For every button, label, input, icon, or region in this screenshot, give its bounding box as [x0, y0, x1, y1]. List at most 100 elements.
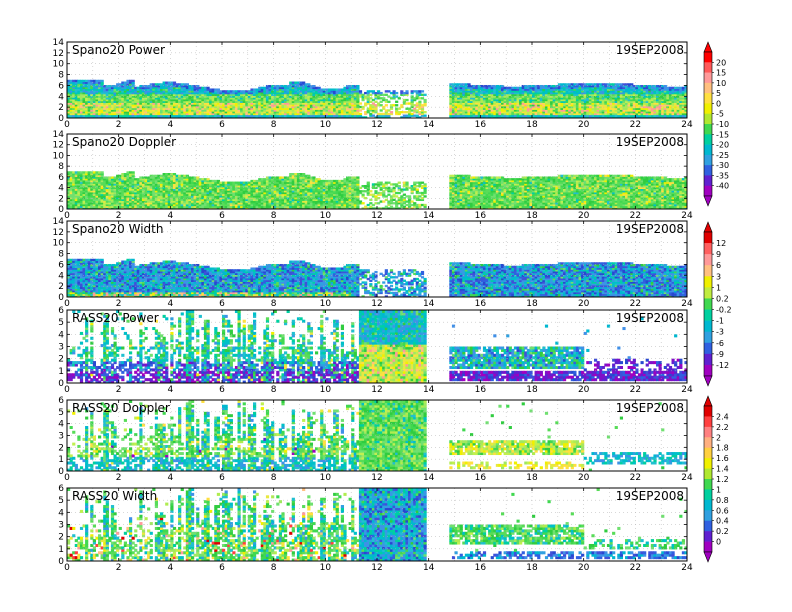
heatmap-cells-6 — [67, 488, 687, 561]
colorbar-label: 0.2 — [716, 527, 729, 536]
y-tick-label: 12 — [53, 228, 64, 238]
colorbar-swatch — [704, 154, 712, 166]
y-tick-label: 8 — [58, 162, 64, 172]
panel-title: Spano20 Width — [72, 222, 163, 236]
colorbar-arrow-top — [703, 41, 713, 53]
colorbar-swatch — [704, 479, 712, 490]
x-tick-label: 12 — [371, 473, 382, 483]
heatmap-cells-3 — [67, 258, 687, 297]
y-tick-label: 14 — [53, 38, 65, 48]
x-tick-label: 8 — [271, 473, 277, 483]
x-tick-label: 16 — [475, 473, 487, 483]
colorbar-swatch — [704, 541, 712, 553]
colorbar-swatch — [704, 458, 712, 469]
colorbar-label: -40 — [716, 182, 729, 191]
x-tick-label: 0 — [64, 473, 70, 483]
x-tick-label: 4 — [167, 385, 173, 395]
colorbar-swatch — [704, 309, 712, 321]
colorbar-arrow-top — [703, 221, 713, 233]
grid-3 — [67, 221, 687, 297]
colorbar-label: 0.8 — [716, 496, 729, 505]
x-tick-label: 0 — [64, 211, 70, 221]
y-tick-label: 6 — [58, 260, 64, 270]
y-tick-label: 12 — [53, 141, 64, 151]
x-tick-label: 24 — [681, 120, 693, 130]
colorbar-swatch — [704, 93, 712, 104]
y-tick-label: 5 — [58, 318, 64, 328]
heatmap-cells-5 — [67, 400, 687, 471]
colorbar-label: -30 — [716, 161, 729, 170]
x-tick-label: 4 — [167, 211, 173, 221]
colorbar-label: 9 — [716, 250, 721, 259]
colorbar-swatch — [704, 416, 712, 428]
colorbar-label: 1 — [716, 283, 721, 292]
colorbar-label: 0.2 — [716, 294, 729, 303]
colorbar-label: 2 — [716, 433, 721, 442]
y-tick-label: 12 — [53, 49, 64, 59]
y-tick-label: 2 — [58, 103, 64, 113]
x-tick-label: 2 — [116, 120, 122, 130]
y-tick-label: 10 — [53, 239, 65, 249]
colorbar-label: 5 — [716, 89, 721, 98]
grid-1 — [67, 42, 687, 118]
colorbar-swatch — [704, 265, 712, 277]
y-tick-label: 5 — [58, 496, 64, 506]
x-tick-label: 18 — [526, 299, 538, 309]
x-tick-label: 6 — [219, 473, 225, 483]
x-tick-label: 22 — [630, 473, 641, 483]
y-tick-label: 8 — [58, 250, 64, 260]
x-tick-label: 14 — [423, 211, 435, 221]
y-tick-label: 4 — [58, 508, 64, 518]
y-tick-label: 1 — [58, 455, 64, 465]
colorbar-label: 0 — [716, 99, 721, 108]
x-tick-label: 12 — [371, 299, 382, 309]
x-tick-label: 0 — [64, 299, 70, 309]
y-tick-label: 0 — [58, 467, 64, 477]
y-tick-label: 0 — [58, 205, 64, 215]
colorbar-swatch — [704, 175, 712, 187]
x-tick-label: 14 — [423, 385, 435, 395]
colorbar-swatch — [704, 426, 712, 438]
colorbar-swatch — [704, 165, 712, 176]
colorbar-label: -10 — [716, 120, 729, 129]
x-tick-label: 14 — [423, 120, 435, 130]
x-tick-label: 20 — [578, 299, 590, 309]
colorbar-label: -15 — [716, 130, 729, 139]
x-tick-label: 18 — [526, 211, 538, 221]
colorbar-label: -35 — [716, 171, 729, 180]
colorbar-label: 6 — [716, 261, 721, 270]
colorbar-swatch — [704, 62, 712, 73]
colorbar-swatch — [704, 489, 712, 501]
x-tick-label: 6 — [219, 120, 225, 130]
colorbar-label: 0.4 — [716, 517, 729, 526]
x-tick-label: 20 — [578, 473, 590, 483]
x-tick-label: 2 — [116, 211, 122, 221]
colorbar-swatch — [704, 134, 712, 145]
x-tick-label: 16 — [475, 299, 487, 309]
colorbar-swatch — [704, 254, 712, 266]
colorbar-swatch — [704, 406, 712, 417]
colorbar-label: 12 — [716, 239, 726, 248]
date-label: 19SEP2008 — [616, 489, 684, 503]
y-tick-label: 6 — [58, 396, 64, 406]
colorbar-label: 1.4 — [716, 465, 729, 474]
y-tick-label: 6 — [58, 81, 64, 91]
x-tick-label: 16 — [475, 211, 487, 221]
y-tick-label: 14 — [53, 217, 65, 227]
grid-5 — [67, 400, 687, 471]
grid-2 — [67, 134, 687, 209]
x-tick-label: 14 — [423, 473, 435, 483]
x-tick-label: 22 — [630, 385, 641, 395]
colorbar-swatch — [704, 437, 712, 449]
panel-title: RASS20 Doppler — [72, 401, 170, 415]
x-tick-label: 18 — [526, 385, 538, 395]
x-tick-label: 10 — [320, 473, 332, 483]
x-tick-label: 4 — [167, 120, 173, 130]
y-tick-label: 8 — [58, 71, 64, 81]
colorbar-swatch — [704, 185, 712, 197]
x-tick-label: 2 — [116, 299, 122, 309]
